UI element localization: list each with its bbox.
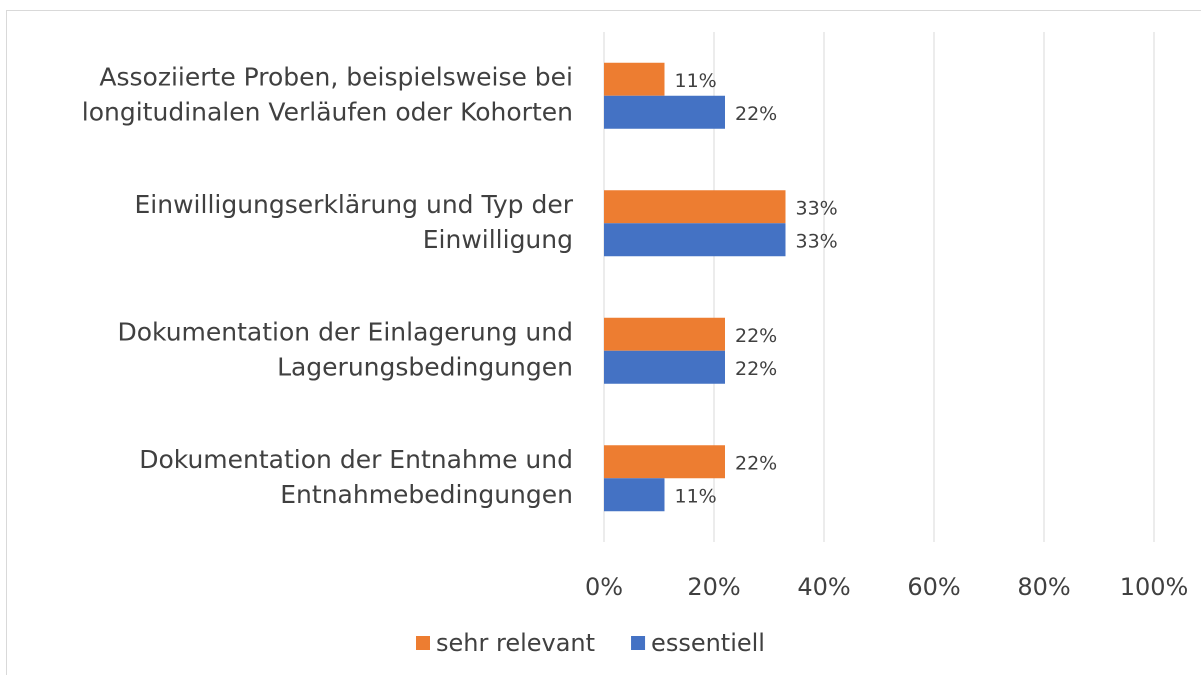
bar	[604, 62, 665, 96]
x-tick-label: 0%	[585, 573, 623, 601]
category-label: Lagerungsbedingungen	[277, 352, 573, 381]
value-label: 22%	[735, 103, 777, 125]
category-label: Einwilligungserklärung und Typ der	[135, 190, 574, 219]
value-label: 22%	[735, 325, 777, 347]
x-tick-label: 100%	[1120, 573, 1189, 601]
value-label: 33%	[796, 197, 838, 219]
x-tick-label: 20%	[687, 573, 740, 601]
bar	[604, 317, 725, 351]
x-tick-label: 40%	[797, 573, 850, 601]
value-label: 11%	[675, 70, 717, 92]
category-label: Einwilligung	[423, 225, 573, 254]
category-label: Dokumentation der Einlagerung und	[117, 317, 573, 346]
bar	[604, 190, 786, 224]
category-label: Assoziierte Proben, beispielsweise bei	[99, 62, 573, 91]
bar	[604, 95, 725, 129]
value-label: 33%	[796, 230, 838, 252]
legend-swatch	[631, 636, 646, 650]
bar	[604, 223, 786, 257]
bar	[604, 445, 725, 479]
legend-label: sehr relevant	[436, 629, 595, 657]
category-label: Dokumentation der Entnahme und	[139, 445, 573, 474]
bar	[604, 478, 665, 512]
category-label: Entnahmebedingungen	[280, 480, 573, 509]
chart-border	[6, 10, 1201, 675]
legend-swatch	[416, 636, 430, 650]
x-tick-label: 60%	[907, 573, 960, 601]
value-label: 22%	[735, 358, 777, 380]
x-tick-label: 80%	[1017, 573, 1070, 601]
bar	[604, 350, 725, 384]
value-label: 22%	[735, 452, 777, 474]
legend-label: essentiell	[651, 629, 765, 657]
category-label: longitudinalen Verläufen oder Kohorten	[82, 97, 573, 126]
value-label: 11%	[675, 485, 717, 507]
